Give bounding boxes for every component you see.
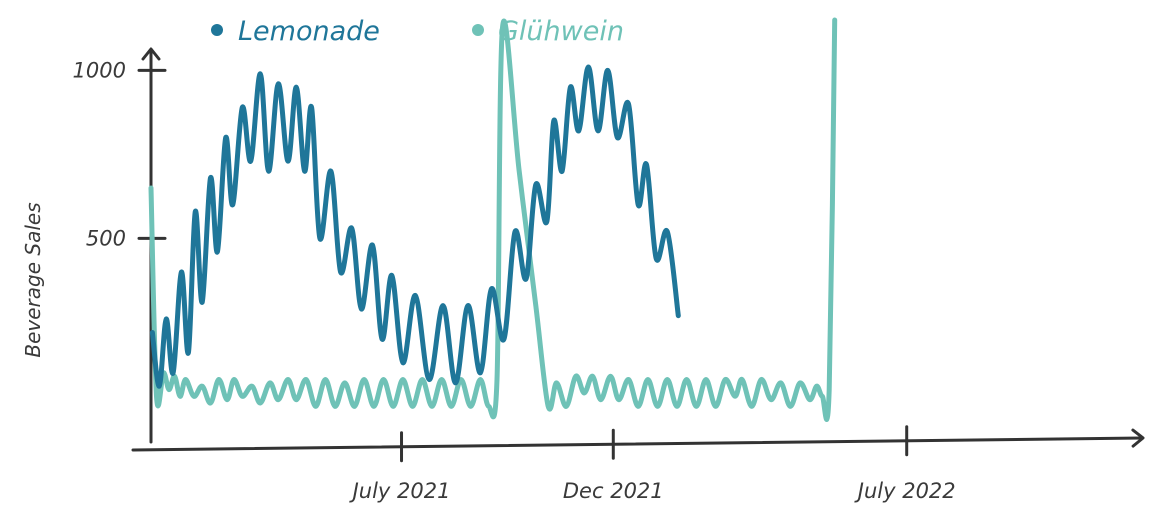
legend-item-lemonade: Lemonade: [211, 16, 380, 47]
y-ticks: 500 1000: [73, 58, 167, 250]
y-tick-label: 500: [86, 226, 126, 250]
legend-item-gluhwein: Glühwein: [472, 16, 624, 47]
legend-swatch-lemonade: [211, 24, 223, 36]
x-axis: July 2021 Dec 2021 July 2022: [131, 425, 1145, 503]
series-line-gluhwein: [148, 17, 838, 422]
legend-swatch-gluhwein: [472, 24, 484, 36]
y-axis-label: Beverage Sales: [21, 202, 45, 357]
y-axis: Beverage Sales 500 1000: [21, 47, 167, 444]
x-tick-label: July 2021: [349, 479, 451, 503]
legend-label-gluhwein: Glühwein: [498, 16, 624, 47]
y-tick-label: 1000: [73, 58, 126, 82]
x-axis-line: [131, 428, 1145, 452]
series-line-lemonade: [149, 64, 681, 389]
legend: Lemonade Glühwein: [211, 16, 624, 47]
x-tick-label: July 2022: [854, 479, 956, 503]
x-tick-label: Dec 2021: [563, 479, 664, 503]
plot-area: [148, 17, 838, 422]
x-ticks: July 2021 Dec 2021 July 2022: [349, 425, 956, 503]
legend-label-lemonade: Lemonade: [238, 16, 380, 47]
